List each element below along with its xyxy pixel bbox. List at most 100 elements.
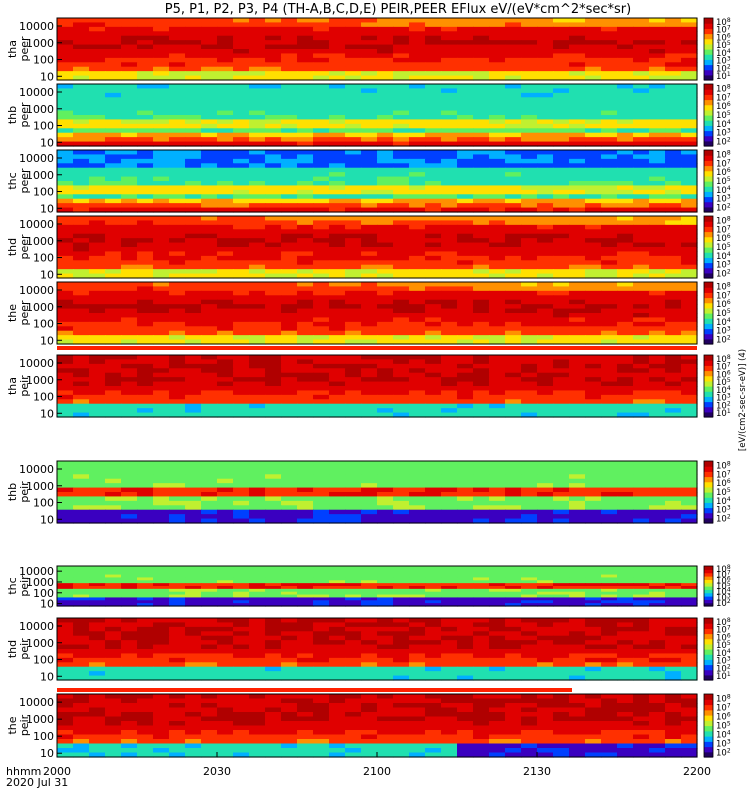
spectrogram-cell	[521, 317, 538, 323]
colorbar-swatch	[704, 249, 713, 253]
spectrogram-cell	[553, 622, 570, 628]
spectrogram-cell	[377, 412, 394, 418]
spectrogram-cell	[377, 618, 394, 624]
spectrogram-cell	[665, 571, 682, 576]
spectrogram-cell	[649, 110, 666, 116]
spectrogram-cell	[57, 185, 74, 191]
spectrogram-cell	[537, 167, 554, 173]
spectrogram-cell	[521, 469, 538, 475]
spectrogram-cell	[633, 269, 650, 275]
spectrogram-cell	[681, 308, 698, 314]
spectrogram-cell	[473, 128, 490, 134]
spectrogram-cell	[409, 594, 426, 599]
spectrogram-cell	[601, 299, 618, 305]
spectrogram-cell	[665, 580, 682, 584]
spectrogram-cell	[185, 57, 202, 63]
colorbar-swatch	[704, 502, 713, 506]
spectrogram-cell	[281, 386, 298, 392]
spectrogram-cell	[633, 487, 650, 493]
spectrogram-cell	[633, 574, 650, 579]
spectrogram-cell	[377, 185, 394, 191]
spectrogram-cell	[329, 469, 346, 475]
spectrogram-cell	[457, 626, 474, 632]
colorbar-swatch	[704, 236, 713, 240]
spectrogram-cell	[393, 509, 410, 515]
spectrogram-cell	[409, 198, 426, 204]
spectrogram-cell	[521, 176, 538, 182]
spectrogram-cell	[617, 115, 634, 121]
spectrogram-cell	[73, 53, 90, 59]
spectrogram-cell	[441, 132, 458, 138]
spectrogram-cell	[89, 172, 106, 178]
colorbar-tick-label: 104	[716, 251, 731, 262]
spectrogram-cell	[185, 172, 202, 178]
spectrogram-cell	[681, 176, 698, 182]
spectrogram-cell	[473, 260, 490, 266]
spectrogram-cell	[473, 304, 490, 310]
spectrogram-cell	[57, 505, 74, 511]
spectrogram-cell	[105, 500, 122, 506]
spectrogram-cell	[89, 518, 106, 524]
spectrogram-cell	[665, 282, 682, 288]
spectrogram-cell	[73, 577, 90, 581]
spectrogram-cell	[185, 518, 202, 524]
spectrogram-cell	[617, 207, 634, 213]
spectrogram-cell	[489, 172, 506, 178]
spectrogram-cell	[89, 487, 106, 493]
spectrogram-cell	[441, 465, 458, 471]
spectrogram-cell	[89, 591, 106, 596]
spectrogram-cell	[393, 137, 410, 143]
spectrogram-cell	[537, 88, 554, 94]
spectrogram-cell	[313, 163, 330, 169]
spectrogram-cell	[569, 403, 586, 409]
spectrogram-cell	[425, 22, 442, 28]
spectrogram-cell	[489, 163, 506, 169]
colorbar-tick-label: 104	[716, 48, 731, 59]
spectrogram-cell	[409, 233, 426, 239]
spectrogram-cell	[489, 299, 506, 305]
spectrogram-cell	[201, 359, 218, 365]
spectrogram-cell	[489, 110, 506, 116]
spectrogram-cell	[73, 505, 90, 511]
spectrogram-cell	[665, 172, 682, 178]
spectrogram-cell	[553, 176, 570, 182]
spectrogram-cell	[89, 326, 106, 332]
spectrogram-cell	[441, 478, 458, 484]
spectrogram-cell	[457, 286, 474, 292]
spectrogram-cell	[569, 163, 586, 169]
spectrogram-cell	[89, 368, 106, 374]
spectrogram-cell	[265, 247, 282, 253]
spectrogram-cell	[89, 631, 106, 637]
spectrogram-cell	[569, 394, 586, 400]
spectrogram-cell	[569, 313, 586, 319]
spectrogram-cell	[297, 359, 314, 365]
spectrogram-cell	[473, 247, 490, 253]
spectrogram-cell	[505, 469, 522, 475]
spectrogram-cell	[137, 106, 154, 112]
spectrogram-cell	[73, 339, 90, 345]
spectrogram-cell	[233, 224, 250, 230]
spectrogram-cell	[537, 478, 554, 484]
spectrogram-cell	[345, 381, 362, 387]
spectrogram-cell	[345, 154, 362, 160]
spectrogram-cell	[57, 600, 74, 604]
spectrogram-cell	[249, 247, 266, 253]
spectrogram-cell	[617, 500, 634, 506]
spectrogram-cell	[265, 594, 282, 599]
spectrogram-cell	[105, 273, 122, 279]
spectrogram-cell	[233, 242, 250, 248]
spectrogram-cell	[169, 478, 186, 484]
spectrogram-cell	[201, 571, 218, 576]
spectrogram-cell	[521, 57, 538, 63]
spectrogram-cell	[121, 238, 138, 244]
spectrogram-cell	[105, 110, 122, 116]
spectrogram-cell	[297, 571, 314, 576]
spectrogram-cell	[89, 492, 106, 498]
spectrogram-cell	[249, 377, 266, 383]
spectrogram-cell	[265, 53, 282, 59]
spectrogram-cell	[537, 568, 554, 573]
spectrogram-cell	[297, 132, 314, 138]
spectrogram-cell	[217, 238, 234, 244]
spectrogram-cell	[521, 273, 538, 279]
spectrogram-cell	[393, 568, 410, 573]
